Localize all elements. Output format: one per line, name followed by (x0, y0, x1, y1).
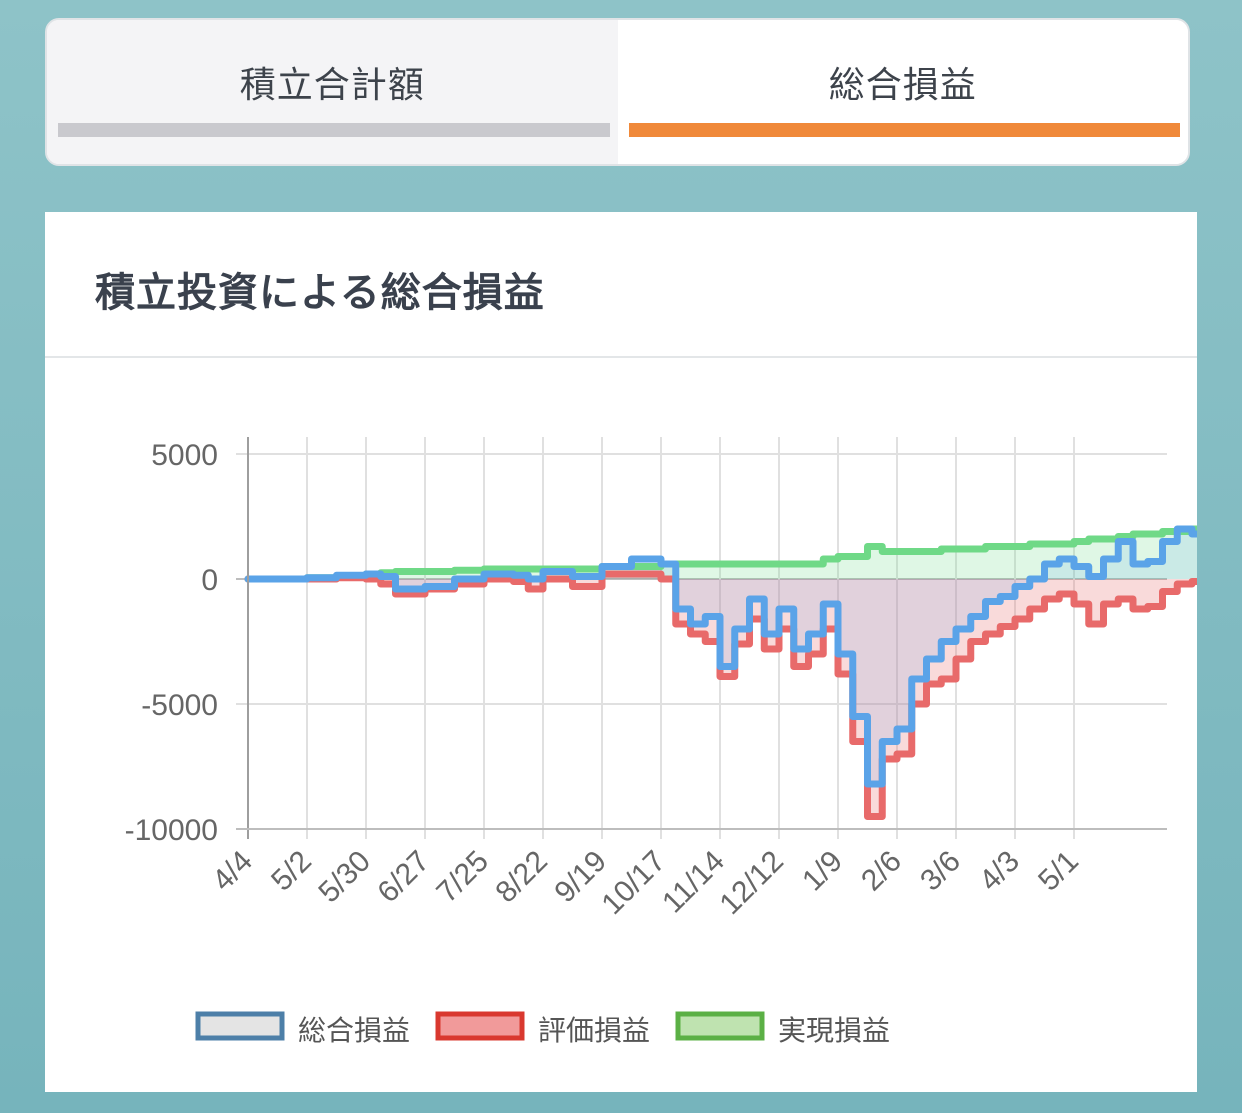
x-tick-label: 6/27 (371, 845, 436, 910)
chart-card: 積立投資による総合損益 5000 0 -5000 -10000 4/4 5/2 5/30 6… (45, 212, 1197, 1092)
y-tick-label: 5000 (151, 439, 218, 472)
tab-bar: 積立合計額 総合損益 (45, 18, 1190, 166)
legend-label-realized: 実現損益 (778, 1014, 890, 1047)
x-tick-label: 5/2 (265, 845, 318, 898)
y-tick-label: 0 (201, 564, 218, 597)
chart-title: 積立投資による総合損益 (95, 270, 545, 316)
chart-grid (236, 437, 1167, 839)
tab-total-profit-loss-label: 総合損益 (828, 65, 977, 106)
legend-swatch-total (195, 1011, 285, 1041)
x-tick-label: 11/14 (656, 845, 731, 920)
series-line-realized (244, 525, 1197, 583)
tab-total-profit-loss-indicator (628, 123, 1180, 137)
legend-item-valuation[interactable]: 評価損益 (435, 1011, 650, 1047)
area-realized (248, 529, 1197, 579)
legend-swatch-valuation (435, 1011, 525, 1041)
series-line-total (244, 525, 1197, 788)
x-axis-labels: 4/4 5/25/306/277/258/229/1910/1711/1412/1… (206, 845, 1085, 921)
tab-accumulated-total[interactable]: 積立合計額 (47, 20, 618, 164)
chart-lines (244, 525, 1197, 820)
x-tick-label: 10/17 (596, 845, 672, 921)
legend-item-total[interactable]: 総合損益 (195, 1011, 410, 1047)
y-tick-label: -5000 (141, 689, 218, 722)
legend-swatch-realized (675, 1011, 765, 1041)
legend-label-valuation: 評価損益 (538, 1014, 650, 1047)
x-tick-label: 4/3 (973, 845, 1026, 898)
tab-accumulated-total-indicator (58, 123, 610, 137)
x-tick-label: 2/6 (855, 845, 908, 898)
x-tick-label: 7/25 (430, 845, 495, 910)
tab-accumulated-total-label: 積立合計額 (239, 65, 425, 106)
x-tick-label: 5/1 (1032, 845, 1085, 898)
chart-legend: 総合損益 評価損益 実現損益 (195, 1011, 890, 1047)
y-tick-label: -10000 (125, 814, 218, 847)
y-axis-labels: 5000 0 -5000 -10000 (125, 439, 218, 847)
x-tick-label: 12/12 (714, 845, 790, 921)
x-tick-label: 8/22 (489, 845, 554, 910)
profit-loss-chart: 5000 0 -5000 -10000 4/4 5/25/306/277/258/229… (125, 437, 1197, 1047)
x-tick-label: 4/4 (206, 845, 259, 898)
tab-total-profit-loss[interactable]: 総合損益 (617, 20, 1188, 164)
area-valuation (248, 574, 1197, 817)
legend-label-total: 総合損益 (298, 1014, 410, 1047)
card-divider (45, 356, 1197, 358)
x-tick-label: 5/30 (312, 845, 377, 910)
chart-axes (236, 437, 1167, 839)
x-tick-label: 1/9 (796, 845, 849, 898)
legend-item-realized[interactable]: 実現損益 (675, 1011, 890, 1047)
x-tick-label: 3/6 (914, 845, 967, 898)
